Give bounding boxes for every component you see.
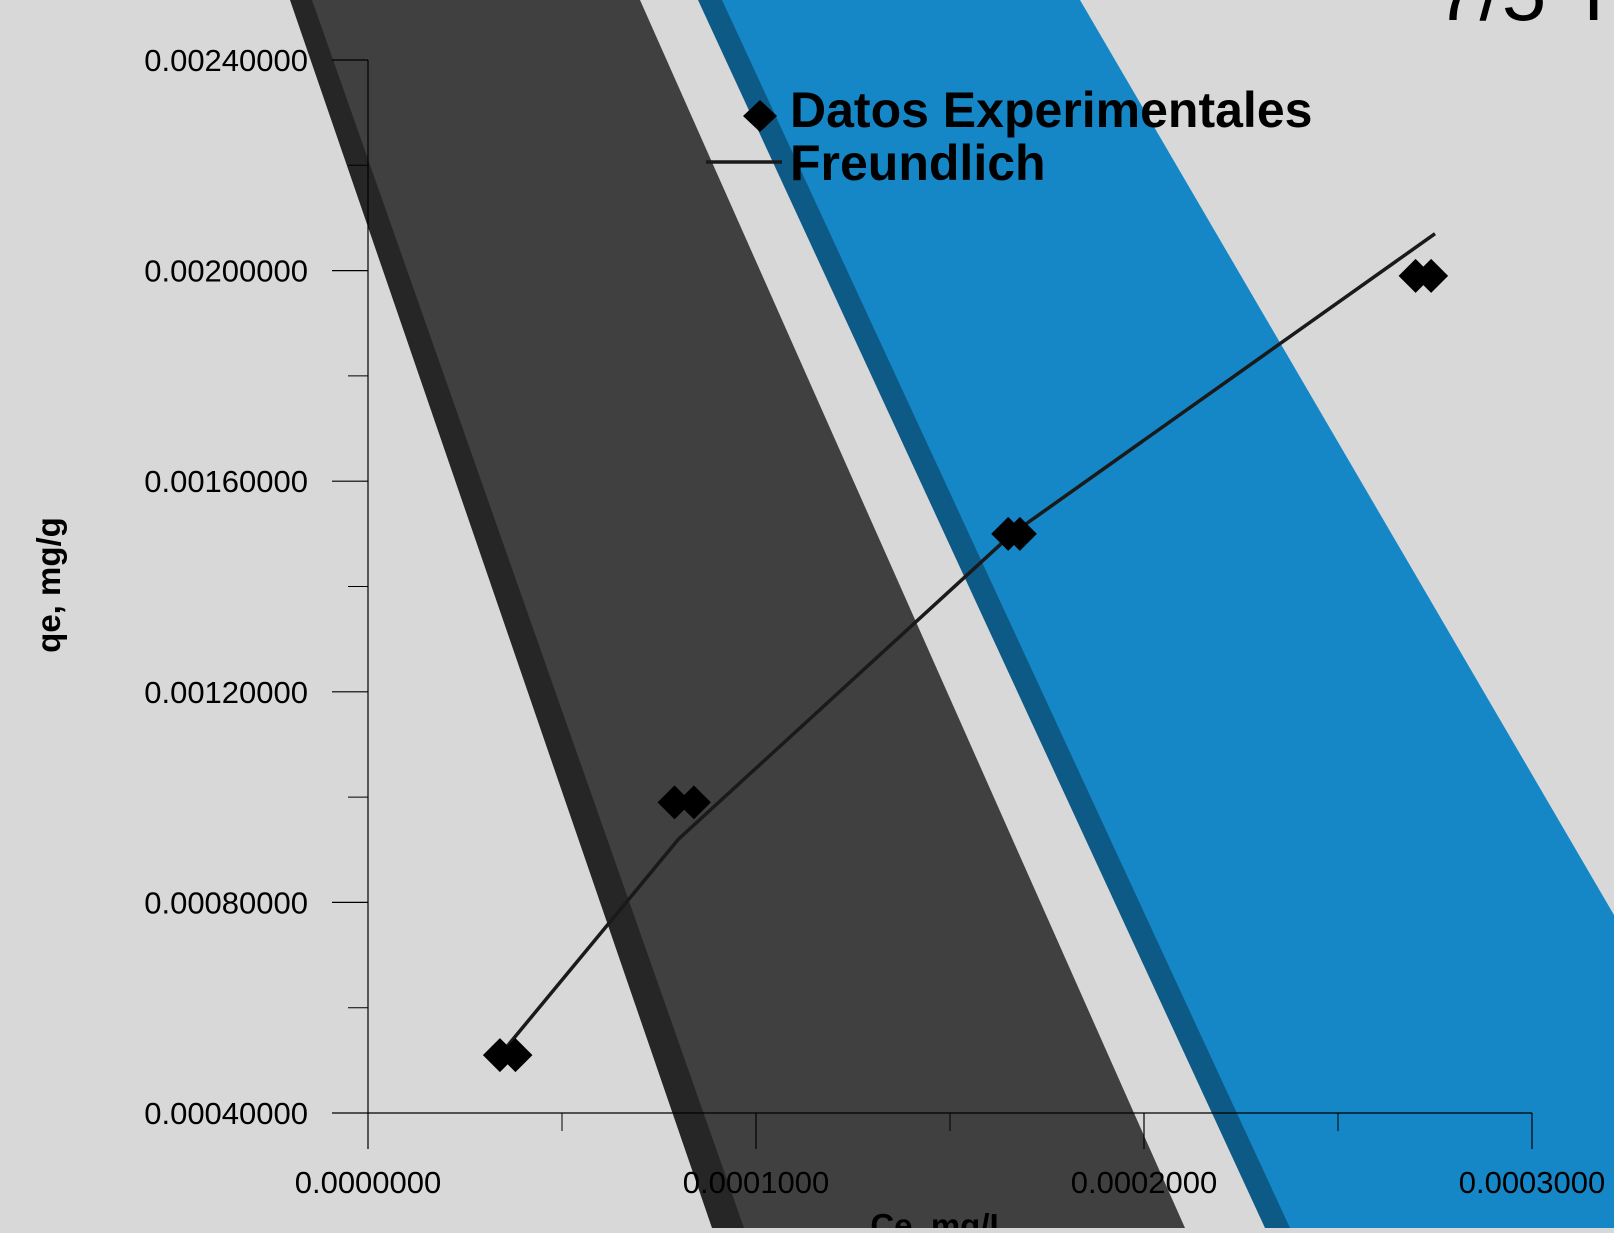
freundlich-line [498, 232, 1437, 1057]
y-tick-label: 0.00040000 [144, 1096, 308, 1131]
x-tick-label: 0.0000000 [295, 1165, 442, 1200]
data-point-diamond [657, 785, 692, 820]
y-tick-label: 0.00080000 [144, 885, 308, 920]
y-axis-title: qe, mg/g [30, 517, 67, 653]
y-tick-label: 0.00160000 [144, 464, 308, 499]
legend-diamond-marker-icon [743, 100, 777, 132]
y-tick-label: 0.00240000 [144, 43, 308, 78]
data-point-diamond [498, 1038, 533, 1073]
x-tick-label: 0.0001000 [683, 1165, 830, 1200]
y-axis-ticks: 0.00040000 0.00080000 0.00120000 0.00160000… [144, 43, 368, 1131]
y-tick-label: 0.00120000 [144, 675, 308, 710]
legend-label-datos-experimentales: Datos Experimentales [790, 82, 1312, 138]
y-tick-label: 0.00200000 [144, 254, 308, 289]
freundlich-series [498, 232, 1437, 1057]
legend: Datos Experimentales Freundlich [706, 82, 1312, 191]
slide-title-fragment-right: 7/5 Y [1435, 0, 1614, 37]
experimental-series [482, 258, 1449, 1073]
background-decoration [290, 0, 1614, 1228]
x-axis-ticks: 0.0000000 0.0001000 0.0002000 0.0003000 [295, 1113, 1606, 1200]
x-axis-title: Ce, mg/L [870, 1207, 1009, 1228]
x-tick-label: 0.0002000 [1071, 1165, 1218, 1200]
blue-band [722, 0, 1614, 1228]
data-point-diamond [1002, 516, 1037, 551]
axes: 0.00040000 0.00080000 0.00120000 0.00160000… [144, 43, 1605, 1200]
data-point-diamond [1414, 258, 1449, 293]
data-point-diamond [676, 785, 711, 820]
dark-band [312, 0, 1185, 1228]
legend-label-freundlich: Freundlich [790, 135, 1046, 191]
x-tick-label: 0.0003000 [1459, 1165, 1606, 1200]
